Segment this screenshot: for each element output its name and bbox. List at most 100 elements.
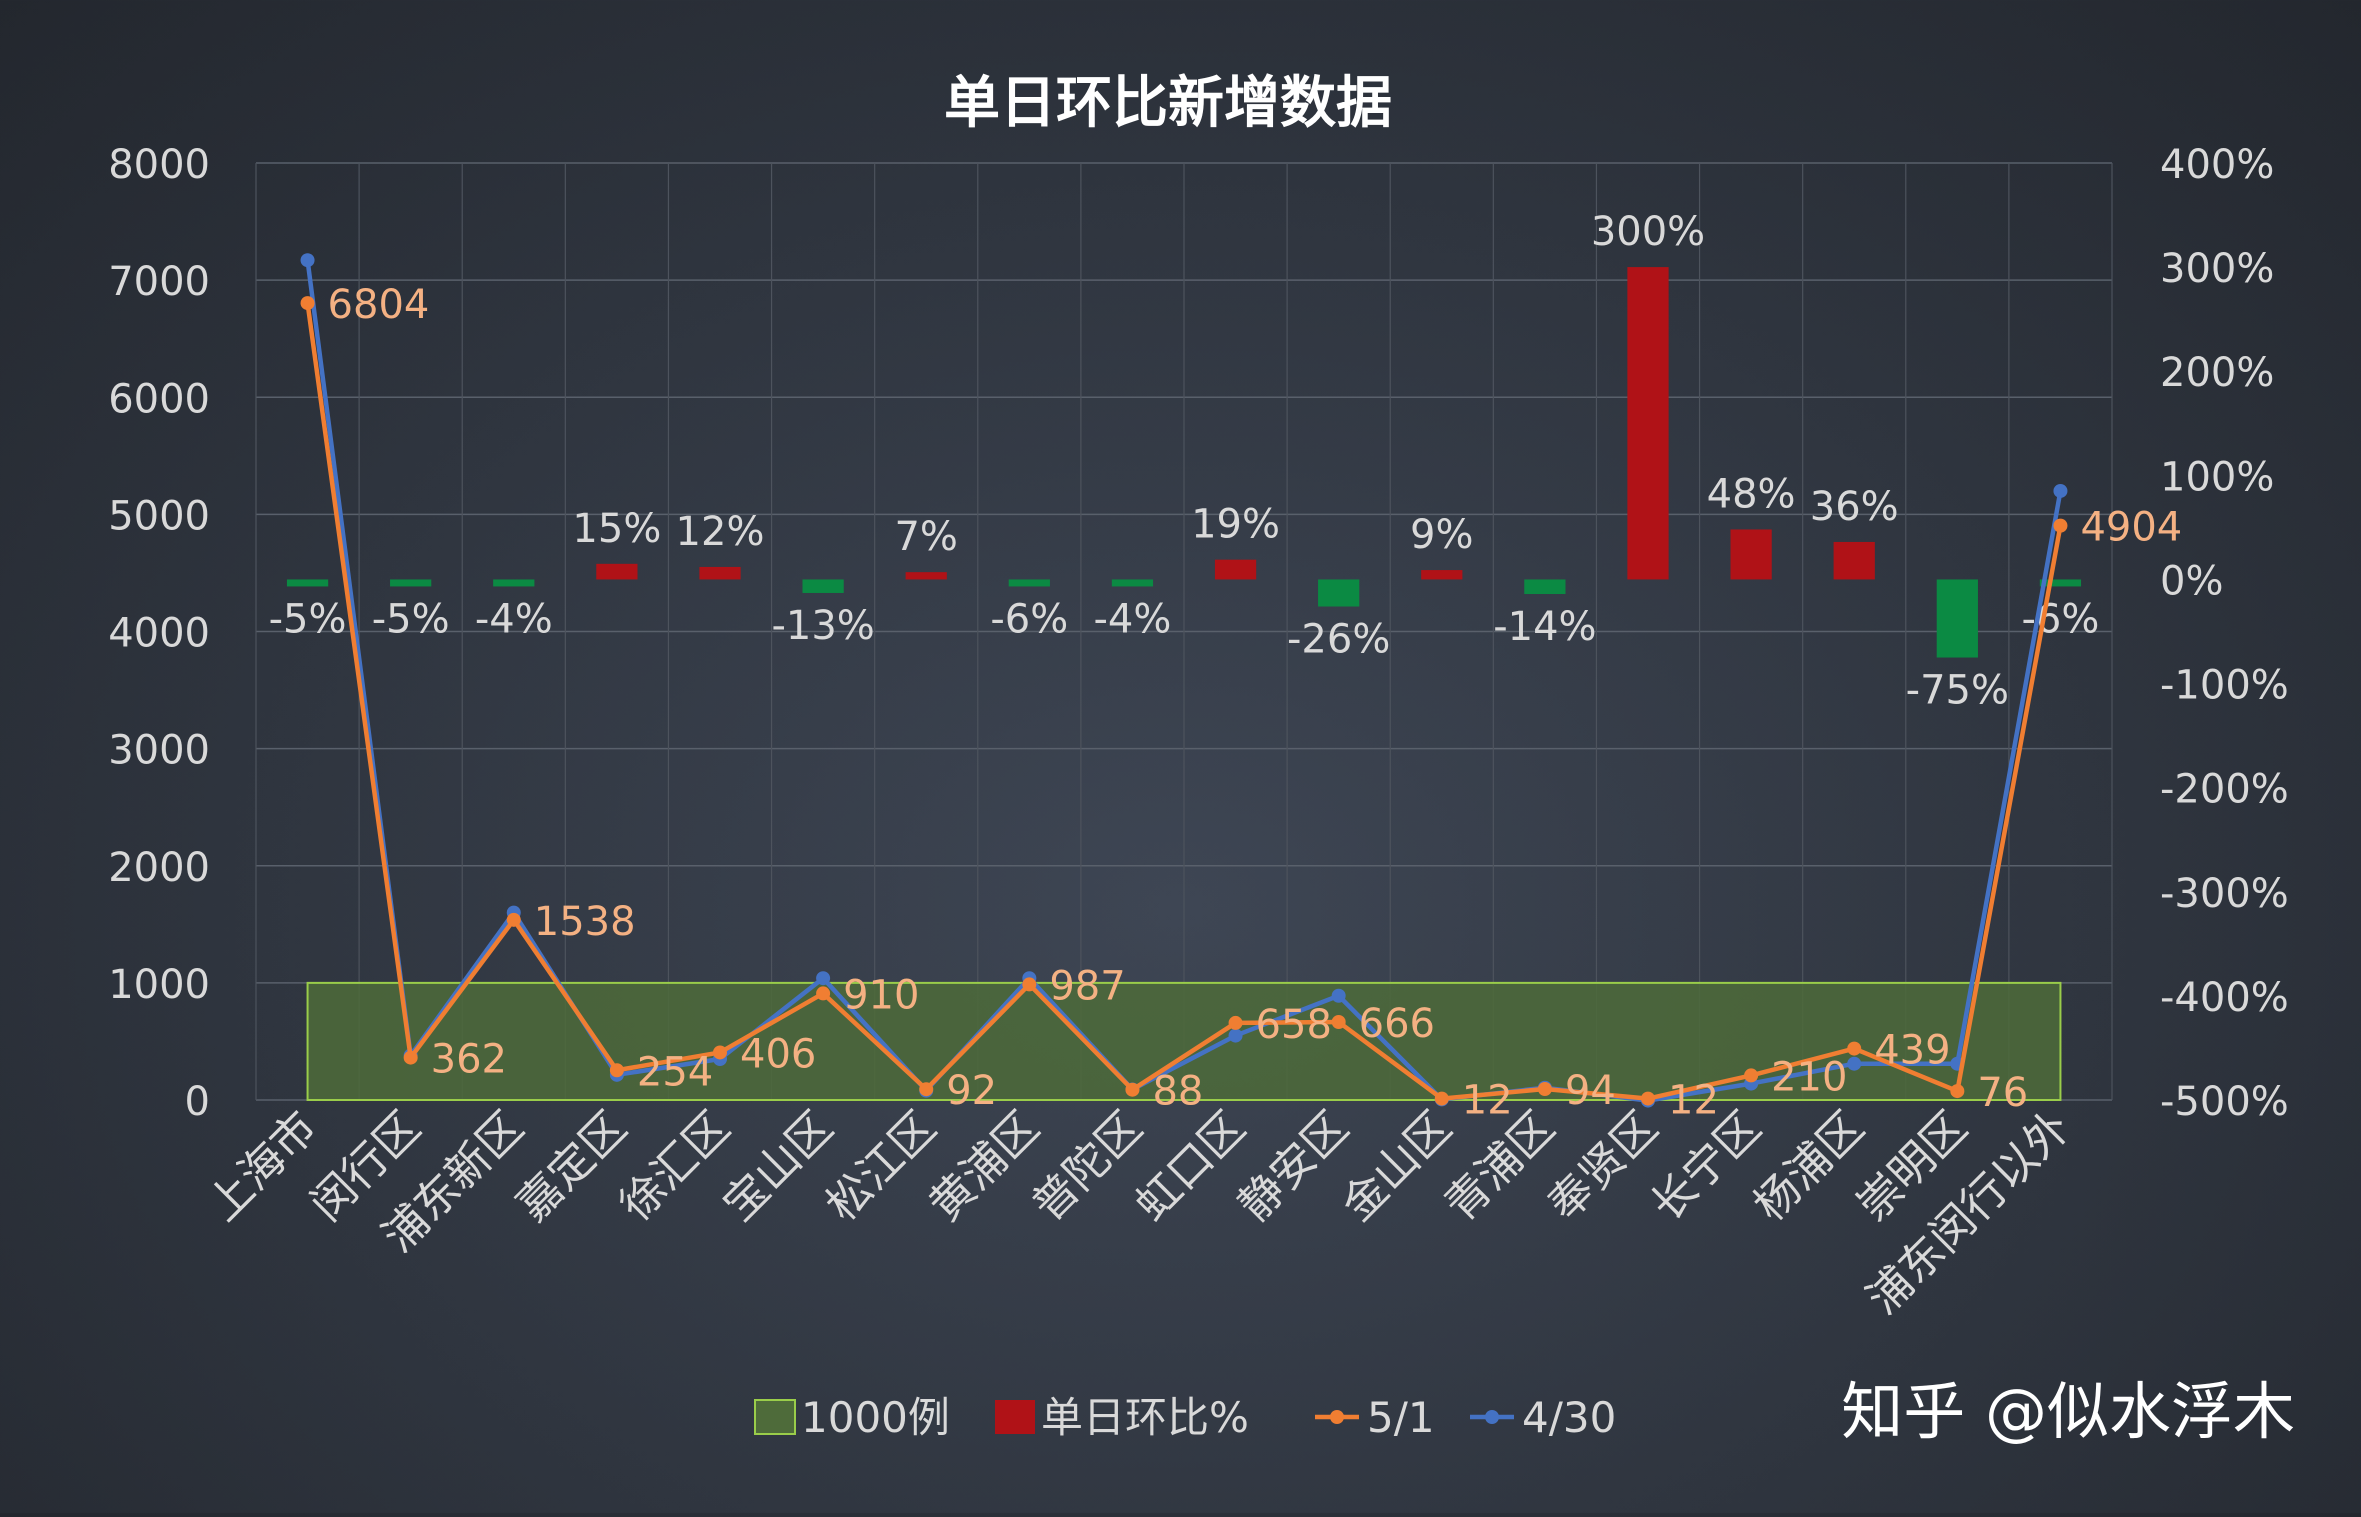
bar xyxy=(1936,579,1978,658)
y-right-tick-label: 0% xyxy=(2160,558,2223,604)
bar xyxy=(1318,579,1360,607)
bar xyxy=(905,572,947,580)
data-point xyxy=(919,1082,934,1097)
y-left-tick-label: 5000 xyxy=(108,493,210,539)
data-point xyxy=(1847,1041,1862,1056)
y-left-tick-label: 2000 xyxy=(108,845,210,891)
bar-label: 12% xyxy=(676,509,765,555)
line-data-label: 439 xyxy=(1874,1028,1950,1074)
data-point xyxy=(816,986,831,1001)
data-point xyxy=(1537,1081,1552,1096)
bar xyxy=(1214,559,1257,580)
line-data-label: 210 xyxy=(1771,1054,1847,1100)
line-data-label: 406 xyxy=(740,1031,816,1077)
line-data-label: 658 xyxy=(1256,1002,1332,1048)
bar-label: -4% xyxy=(1093,596,1171,642)
x-tick-label: 普陀区 xyxy=(1023,1102,1152,1231)
data-point xyxy=(1228,1015,1243,1030)
line-data-label: 254 xyxy=(637,1049,713,1095)
y-right-tick-label: 400% xyxy=(2160,142,2274,188)
bar-label: -75% xyxy=(1906,668,2009,714)
x-tick-label: 静安区 xyxy=(1229,1102,1358,1231)
data-point xyxy=(506,912,521,927)
legend-label: 1000例 xyxy=(801,1393,950,1442)
data-point xyxy=(1022,977,1037,992)
line-data-label: 12 xyxy=(1462,1078,1513,1124)
x-tick-label: 奉贤区 xyxy=(1538,1102,1667,1231)
bar-label: -14% xyxy=(1493,604,1596,650)
line-data-label: 910 xyxy=(843,972,919,1018)
x-tick-label: 宝山区 xyxy=(713,1102,842,1231)
data-point xyxy=(2053,518,2068,533)
bar xyxy=(802,579,844,593)
bar-label: -4% xyxy=(475,596,553,642)
bar-labels: -5% -5% -4% 15% 12% -13% 7% -6% -4% 19% -26% 9% -14%… xyxy=(269,209,2100,713)
bar-label: 36% xyxy=(1810,484,1899,530)
data-point xyxy=(1331,988,1346,1003)
y-left-tick-label: 1000 xyxy=(108,962,210,1008)
legend-label: 4/30 xyxy=(1522,1393,1616,1442)
y-axis-right: -500% -400% -300% -200% -100% 0% 100% 200% 300% 4… xyxy=(2160,142,2289,1125)
bar xyxy=(390,579,432,587)
data-point xyxy=(816,971,831,986)
chart-title: 单日环比新增数据 xyxy=(944,71,1392,136)
y-left-tick-label: 6000 xyxy=(108,376,210,422)
x-tick-label: 黄浦区 xyxy=(920,1102,1049,1231)
legend: 1000例 单日环比% 5/1 4/30 xyxy=(754,1393,1616,1442)
legend-marker xyxy=(1330,1410,1344,1424)
x-tick-label: 虹口区 xyxy=(1126,1102,1255,1231)
y-right-tick-label: 200% xyxy=(2160,350,2274,396)
legend-label: 5/1 xyxy=(1367,1393,1435,1442)
bar xyxy=(699,566,741,580)
bar-series xyxy=(286,267,2082,658)
bar-label: -5% xyxy=(269,596,347,642)
y-left-tick-label: 4000 xyxy=(108,611,210,657)
data-point xyxy=(1950,1084,1965,1099)
data-point xyxy=(1641,1091,1655,1106)
bar xyxy=(1524,579,1566,595)
x-axis-labels: 上海市闵行区浦东新区嘉定区徐汇区宝山区松江区黄浦区普陀区虹口区静安区金山区青浦区… xyxy=(198,1102,2080,1325)
bar xyxy=(1421,570,1463,580)
y-left-tick-label: 3000 xyxy=(108,728,210,774)
y-right-tick-label: 100% xyxy=(2160,454,2274,500)
y-left-tick-label: 0 xyxy=(185,1079,210,1125)
bar xyxy=(2039,579,2082,587)
bar-label: 9% xyxy=(1410,512,1473,558)
bar xyxy=(1730,529,1772,580)
bar-label: -6% xyxy=(990,596,1068,642)
line-data-label: 4904 xyxy=(2080,505,2182,551)
bar xyxy=(286,579,329,587)
data-point xyxy=(300,296,315,311)
line-data-label: 88 xyxy=(1152,1069,1203,1115)
y-right-tick-label: 300% xyxy=(2160,246,2274,292)
line-data-label: 92 xyxy=(946,1068,997,1114)
bar-label: 300% xyxy=(1591,209,1705,255)
data-point xyxy=(1228,1028,1243,1043)
line-data-label: 362 xyxy=(431,1037,507,1083)
line-data-label: 6804 xyxy=(328,282,430,328)
bar-label: 48% xyxy=(1707,471,1796,517)
bar-label: 7% xyxy=(894,514,957,560)
y-axis-left: 0 1000 2000 3000 4000 5000 6000 7000 8000 xyxy=(108,142,210,1125)
bar-label: -5% xyxy=(372,596,450,642)
x-tick-label: 松江区 xyxy=(817,1102,946,1231)
line-data-label: 987 xyxy=(1049,963,1125,1009)
data-point xyxy=(300,253,315,268)
data-point xyxy=(1847,1056,1862,1071)
bar-label: -13% xyxy=(771,603,874,649)
line-data-label: 76 xyxy=(1977,1070,2028,1116)
watermark: 知乎 @似水浮木 xyxy=(1841,1375,2295,1448)
y-right-tick-label: -400% xyxy=(2160,975,2289,1021)
bar-label: 19% xyxy=(1191,502,1280,548)
data-point xyxy=(1744,1068,1759,1083)
y-right-tick-label: -300% xyxy=(2160,871,2289,917)
data-point xyxy=(1125,1082,1140,1097)
bar xyxy=(596,563,638,580)
line-labels: 6804 362 1538 254 406 910 92 987 88 658 666 12 94 12 2… xyxy=(328,282,2183,1124)
y-right-tick-label: -200% xyxy=(2160,767,2289,813)
legend-swatch-bar xyxy=(995,1400,1035,1434)
bar xyxy=(1111,579,1154,587)
line-series-5-1 xyxy=(300,296,2068,1106)
legend-swatch-band xyxy=(754,1399,796,1435)
